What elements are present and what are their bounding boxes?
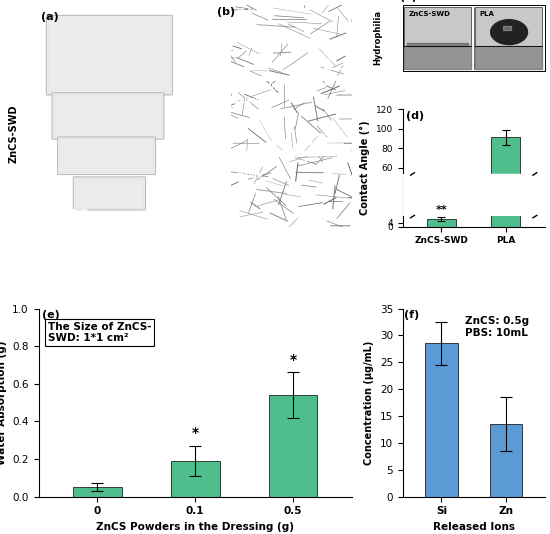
Text: (c): (c): [400, 0, 417, 2]
X-axis label: Released Ions: Released Ions: [433, 522, 515, 532]
Text: Outside: Outside: [236, 96, 270, 105]
Bar: [268, 395, 317, 497]
Text: (a): (a): [41, 12, 58, 22]
Text: (d): (d): [406, 112, 424, 121]
FancyBboxPatch shape: [58, 137, 155, 175]
Text: 10 μm: 10 μm: [312, 132, 332, 137]
Text: PLA: PLA: [480, 11, 494, 17]
FancyBboxPatch shape: [59, 139, 153, 173]
Bar: [170, 461, 219, 497]
Text: (b): (b): [217, 7, 235, 17]
FancyBboxPatch shape: [73, 177, 145, 210]
Bar: [404, 7, 471, 69]
FancyBboxPatch shape: [48, 17, 170, 93]
FancyBboxPatch shape: [52, 93, 164, 139]
Bar: [425, 343, 458, 497]
Text: *: *: [191, 426, 199, 441]
Polygon shape: [491, 20, 527, 44]
Bar: [491, 137, 520, 226]
Bar: [73, 487, 122, 497]
Text: (e): (e): [42, 310, 59, 320]
Text: ZnCS-SWD: ZnCS-SWD: [236, 83, 282, 92]
FancyBboxPatch shape: [75, 178, 144, 208]
Text: PLA: PLA: [236, 8, 252, 17]
Text: **: **: [436, 206, 447, 215]
Y-axis label: Contact Angle (°): Contact Angle (°): [360, 121, 370, 215]
Text: *: *: [289, 353, 296, 367]
Bar: [427, 219, 456, 226]
FancyBboxPatch shape: [46, 15, 172, 95]
Text: ZnCS: 0.5g
PBS: 10mL: ZnCS: 0.5g PBS: 10mL: [465, 316, 529, 337]
Text: ZnCS-SWD: ZnCS-SWD: [236, 159, 282, 168]
Y-axis label: Water Absorption (g): Water Absorption (g): [0, 340, 7, 465]
Bar: [490, 424, 522, 497]
Text: ZnCS-SWD: ZnCS-SWD: [9, 104, 19, 163]
Text: 10 μm: 10 μm: [312, 207, 332, 212]
Bar: [400, 174, 550, 216]
X-axis label: ZnCS Powders in the Dressing (g): ZnCS Powders in the Dressing (g): [96, 522, 294, 532]
Text: ZnCS-SWD: ZnCS-SWD: [409, 11, 450, 17]
Bar: [475, 7, 542, 69]
Text: Inside: Inside: [236, 171, 262, 180]
Text: Hydrophilia: Hydrophilia: [373, 11, 382, 66]
FancyBboxPatch shape: [54, 95, 162, 137]
Text: The Size of ZnCS-
SWD: 1*1 cm²: The Size of ZnCS- SWD: 1*1 cm²: [48, 321, 151, 343]
Text: 10 mm: 10 mm: [59, 208, 89, 216]
Y-axis label: Concentration (μg/mL): Concentration (μg/mL): [364, 340, 375, 465]
Text: (f): (f): [404, 310, 420, 320]
Text: 10 μm: 10 μm: [312, 57, 332, 61]
